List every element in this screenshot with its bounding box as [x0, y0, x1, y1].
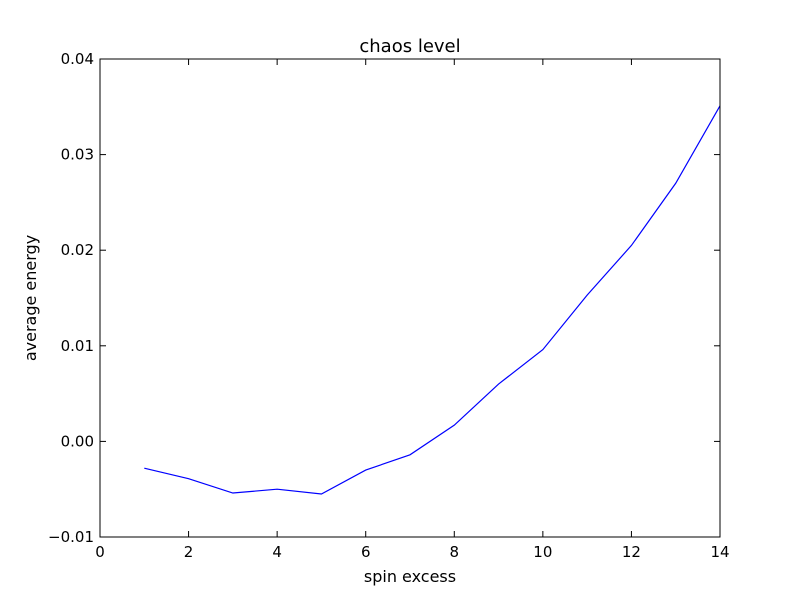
x-tick-label: 4 [272, 543, 282, 561]
chart-title: chaos level [359, 36, 460, 57]
x-tick-label: 2 [184, 543, 194, 561]
x-tick-label: 6 [361, 543, 371, 561]
plot-frame [99, 58, 721, 538]
axis-ticks: 0 2 4 6 8 10 12 14 −0.01 0.00 0.01 0.02 0.03 0.04 [48, 50, 730, 561]
series-line [144, 105, 721, 495]
series-layer [144, 105, 721, 495]
y-axis-label: average energy [21, 235, 40, 361]
y-tick-label: 0.01 [61, 337, 94, 355]
x-tick-label: 8 [450, 543, 460, 561]
y-tick-label: 0.02 [61, 241, 94, 259]
x-tick-label: 14 [710, 543, 729, 561]
y-tick-label: −0.01 [48, 528, 94, 546]
y-tick-label: 0.04 [61, 50, 94, 68]
y-tick-label: 0.03 [61, 146, 94, 164]
x-tick-label: 10 [533, 543, 552, 561]
x-axis-label: spin excess [364, 567, 456, 586]
x-tick-label: 12 [622, 543, 641, 561]
y-tick-label: 0.00 [61, 432, 94, 450]
x-tick-label: 0 [95, 543, 105, 561]
